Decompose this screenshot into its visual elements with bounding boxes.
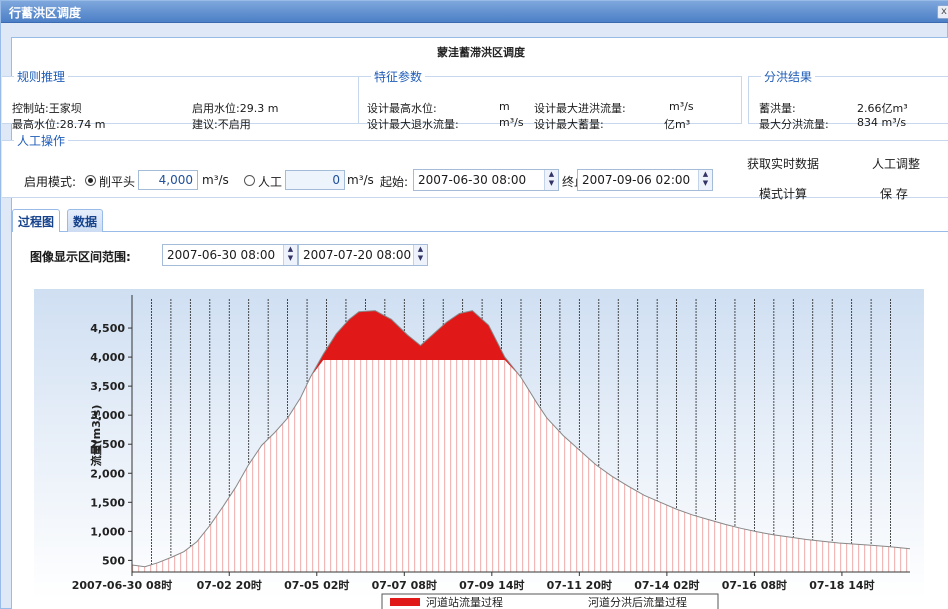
manual-unit: m³/s (347, 173, 374, 187)
design-max-inflow-label: 设计最大进洪流量: (534, 102, 626, 115)
legend-label-original: 河道站流量过程 (426, 595, 503, 609)
y-tick-label: 3,000 (90, 409, 125, 422)
start-time-value: 2007-06-30 08:00 (418, 173, 527, 187)
peak-value-input[interactable]: 4,000 (138, 170, 198, 190)
content-area: 蒙洼蓄滞洪区调度 规则推理 控制站:王家坝 启用水位:29.3 m 最高水位:2… (2, 37, 948, 609)
end-time-value: 2007-09-06 02:00 (582, 173, 691, 187)
y-tick-label: 1,500 (90, 496, 125, 509)
control-station: 控制站:王家坝 (12, 102, 82, 115)
tab-strip: 过程图 数据 (12, 206, 948, 232)
mode-peak-label: 削平头 (99, 175, 136, 189)
end-time-spinner-icon[interactable]: ▲ ▼ (698, 170, 712, 190)
y-tick-label: 4,000 (90, 351, 125, 364)
results-group: 分洪结果 蓄洪量: 2.66亿m³ 最大分洪流量: 834 m³/s (748, 68, 948, 131)
range-to-spinner-icon[interactable]: ▲ ▼ (413, 245, 427, 265)
x-tick-label: 07-11 20时 (547, 578, 612, 592)
range-to-value: 2007-07-20 08:00 (303, 248, 412, 262)
design-max-storage-label: 设计最大蓄量: (534, 118, 604, 131)
max-diversion-value: 834 m³/s (857, 116, 907, 129)
design-max-storage-unit: 亿m³ (664, 118, 691, 131)
x-tick-label: 07-14 02时 (634, 578, 699, 592)
storage-value: 2.66亿m³ (857, 102, 908, 115)
x-tick-label: 07-18 14时 (809, 578, 874, 592)
x-tick-label: 07-02 20时 (197, 578, 262, 592)
legend-label-diverted: 河道分洪后流量过程 (588, 595, 687, 609)
tab-data[interactable]: 数据 (67, 209, 104, 232)
y-axis-label: 流量(m3/s) (89, 405, 103, 467)
x-tick-label: 2007-06-30 08时 (72, 578, 173, 592)
rules-group: 规则推理 控制站:王家坝 启用水位:29.3 m 最高水位:28.74 m 建议… (2, 68, 366, 131)
range-from-input[interactable]: 2007-06-30 08:00 ▲ ▼ (162, 244, 298, 266)
legend-swatch-diverted (552, 598, 582, 606)
legend-box (381, 593, 719, 609)
end-time-input[interactable]: 2007-09-06 02:00 ▲ ▼ (577, 169, 713, 191)
start-time-label: 起始: (380, 175, 409, 189)
manual-adjust-button[interactable]: 人工调整 (872, 157, 921, 171)
x-tick-label: 07-16 08时 (722, 578, 787, 592)
design-max-level-label: 设计最高水位: (367, 102, 437, 115)
title-bar[interactable]: 行蓄洪区调度 x (1, 1, 948, 23)
x-tick-label: 07-09 14时 (459, 578, 524, 592)
mode-label: 启用模式: (24, 175, 77, 189)
mode-peak-radio[interactable] (85, 175, 96, 186)
y-tick-label: 1,000 (90, 525, 125, 538)
start-level: 启用水位:29.3 m (192, 102, 279, 115)
y-tick-label: 500 (102, 554, 125, 567)
suggestion: 建议:不启用 (192, 118, 251, 131)
chart-panel: 图像显示区间范围: 2007-06-30 08:00 ▲ ▼ 2007-07-20… (12, 232, 948, 609)
start-time-spinner-icon[interactable]: ▲ ▼ (544, 170, 558, 190)
save-button[interactable]: 保 存 (880, 187, 908, 201)
storage-label: 蓄洪量: (759, 102, 796, 115)
range-from-value: 2007-06-30 08:00 (167, 248, 276, 262)
legend-swatch-original (390, 598, 420, 606)
start-time-input[interactable]: 2007-06-30 08:00 ▲ ▼ (413, 169, 559, 191)
range-label: 图像显示区间范围: (30, 250, 131, 264)
params-group: 特征参数 设计最高水位: m 设计最大进洪流量: m³/s 设计最大退水流量: … (358, 68, 742, 131)
max-level: 最高水位:28.74 m (12, 118, 106, 131)
x-tick-label: 07-05 02时 (284, 578, 349, 592)
y-tick-label: 4,500 (90, 322, 125, 335)
manual-group: 人工操作 启用模式: 削平头 4,000 m³/s 人工 0 m³/s 起始: … (2, 132, 948, 201)
y-tick-label: 3,500 (90, 380, 125, 393)
x-tick-label: 07-07 08时 (372, 578, 437, 592)
window-title: 行蓄洪区调度 (9, 6, 82, 20)
range-from-spinner-icon[interactable]: ▲ ▼ (283, 245, 297, 265)
series-diverted-area-stripes (132, 359, 910, 572)
manual-legend: 人工操作 (17, 134, 66, 148)
mode-manual-radio[interactable] (244, 175, 255, 186)
rules-legend: 规则推理 (17, 70, 66, 84)
y-tick-label: 2,000 (90, 467, 125, 480)
design-max-inflow-unit: m³/s (669, 100, 694, 113)
mode-manual-label: 人工 (258, 175, 283, 189)
design-max-outflow-unit: m³/s (499, 116, 524, 129)
results-legend: 分洪结果 (764, 70, 813, 84)
tab-process-chart[interactable]: 过程图 (12, 209, 61, 232)
design-max-outflow-label: 设计最大退水流量: (367, 118, 459, 131)
close-icon[interactable]: x (937, 5, 948, 19)
params-legend: 特征参数 (374, 70, 423, 84)
max-diversion-label: 最大分洪流量: (759, 118, 829, 131)
y-tick-label: 2,500 (90, 438, 125, 451)
mode-calc-button[interactable]: 模式计算 (759, 187, 808, 201)
range-to-input[interactable]: 2007-07-20 08:00 ▲ ▼ (298, 244, 428, 266)
manual-value-input[interactable]: 0 (285, 170, 345, 190)
peak-unit: m³/s (202, 173, 229, 187)
fetch-realtime-button[interactable]: 获取实时数据 (747, 157, 820, 171)
page-title: 蒙洼蓄滞洪区调度 (437, 46, 525, 59)
design-max-level-unit: m (499, 100, 510, 113)
flow-chart: 500 1,000 1,500 2,000 2,500 3,000 3,500 4,000 4,… (72, 295, 911, 609)
series-original-line (131, 310, 911, 568)
